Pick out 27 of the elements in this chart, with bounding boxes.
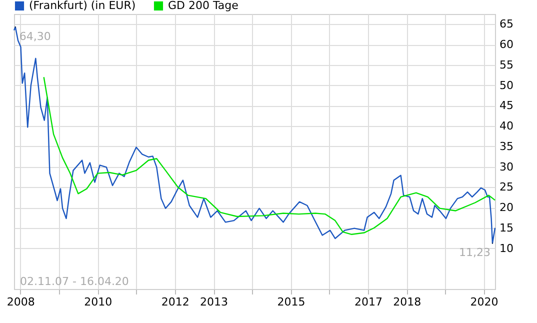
y-tick-label: 40 — [500, 120, 514, 133]
y-tick-label: 15 — [500, 221, 514, 234]
y-tick-label: 20 — [500, 201, 514, 214]
x-tick-label: 2013 — [200, 296, 228, 308]
x-tick-label: 2018 — [393, 296, 422, 308]
annotation: 11,23 — [458, 246, 490, 260]
line-series — [13, 26, 496, 244]
y-tick-label: 10 — [500, 242, 514, 255]
y-tick-label: 25 — [500, 180, 514, 194]
annotation: 64,30 — [19, 30, 51, 44]
x-tick-label: 2015 — [277, 296, 306, 308]
y-tick-label: 55 — [500, 58, 514, 72]
y-tick-label: 50 — [500, 78, 514, 92]
x-tick-label: 2010 — [84, 296, 112, 308]
y-tick-label: 45 — [500, 99, 514, 112]
y-tick-label: 65 — [500, 18, 514, 31]
annotation: 02.11.07 - 16.04.20 — [20, 275, 129, 288]
x-tick-label: 2012 — [161, 296, 190, 308]
y-tick-label: 60 — [500, 38, 514, 52]
line-series — [43, 76, 496, 236]
y-tick-label: 30 — [500, 160, 514, 174]
y-tick-label: 35 — [500, 140, 514, 153]
legend-label: (Frankfurt) (in EUR) — [29, 0, 136, 12]
x-tick-label: 2017 — [354, 296, 383, 308]
x-tick-label: 2020 — [470, 296, 498, 308]
x-tick-label: 2008 — [6, 296, 35, 308]
legend-label: GD 200 Tage — [168, 0, 239, 12]
